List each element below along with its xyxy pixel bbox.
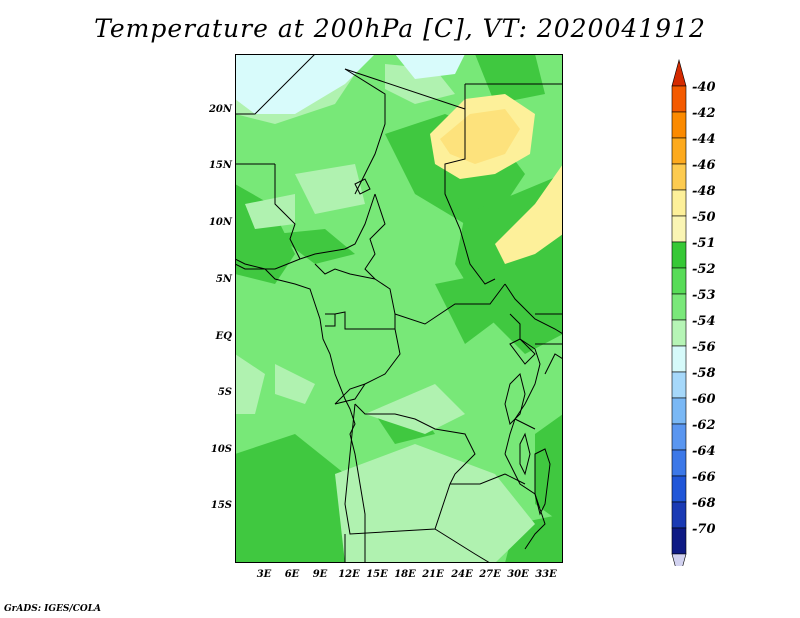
- colorbar-label: -56: [692, 340, 716, 355]
- colorbar-segment: [671, 371, 687, 399]
- colorbar-label: -53: [692, 288, 716, 303]
- colorbar-label: -60: [692, 392, 716, 407]
- colorbar-segment: [671, 189, 687, 217]
- lon-label: 21E: [422, 569, 444, 580]
- colorbar-label: -70: [692, 522, 716, 537]
- colorbar-segment: [671, 215, 687, 243]
- colorbar-segment: [671, 85, 687, 113]
- colorbar-label: -51: [692, 236, 716, 251]
- lat-label: EQ: [215, 331, 232, 342]
- colorbar-label: -68: [692, 496, 716, 511]
- map-graphic: [235, 54, 563, 563]
- lat-label: 5S: [217, 387, 232, 398]
- lon-label: 12E: [338, 569, 360, 580]
- colorbar-label: -64: [692, 444, 716, 459]
- lon-label: 24E: [451, 569, 473, 580]
- colorbar-segment: [671, 241, 687, 269]
- lon-label: 15E: [366, 569, 388, 580]
- colorbar-label: -58: [692, 366, 716, 381]
- lon-label: 33E: [535, 569, 557, 580]
- colorbar-label: -42: [692, 106, 716, 121]
- lat-label: 15S: [210, 500, 232, 511]
- lon-label: 9E: [312, 569, 328, 580]
- temperature-map: [235, 54, 563, 563]
- colorbar-segment: [671, 423, 687, 451]
- colorbar-segment: [671, 293, 687, 321]
- lat-label: 10S: [210, 444, 232, 455]
- colorbar-label: -54: [692, 314, 716, 329]
- colorbar-segment: [671, 319, 687, 347]
- colorbar-bottom-arrow: [671, 553, 687, 566]
- colorbar-label: -48: [692, 184, 716, 199]
- colorbar-label: -44: [692, 132, 716, 147]
- lon-label: 6E: [284, 569, 300, 580]
- colorbar-top-arrow: [671, 58, 687, 87]
- lon-label: 30E: [507, 569, 529, 580]
- colorbar-segment: [671, 397, 687, 425]
- colorbar-segment: [671, 449, 687, 477]
- colorbar-segment: [671, 267, 687, 295]
- colorbar-segment: [671, 475, 687, 503]
- lon-label: 18E: [394, 569, 416, 580]
- chart-title: Temperature at 200hPa [C], VT: 202004191…: [94, 14, 706, 43]
- colorbar-segment: [671, 527, 687, 555]
- lon-label: 27E: [479, 569, 501, 580]
- colorbar-segment: [671, 111, 687, 139]
- colorbar-label: -52: [692, 262, 716, 277]
- colorbar-label: -50: [692, 210, 716, 225]
- colorbar-label: -46: [692, 158, 716, 173]
- colorbar: [671, 58, 687, 566]
- credit-text: GrADS: IGES/COLA: [4, 604, 102, 614]
- lat-label: 5N: [215, 274, 232, 285]
- lat-label: 15N: [208, 160, 232, 171]
- colorbar-label: -62: [692, 418, 716, 433]
- colorbar-segment: [671, 163, 687, 191]
- colorbar-label: -66: [692, 470, 716, 485]
- lat-label: 10N: [208, 217, 232, 228]
- colorbar-segment: [671, 345, 687, 373]
- lon-label: 3E: [256, 569, 272, 580]
- colorbar-segment: [671, 137, 687, 165]
- colorbar-segment: [671, 501, 687, 529]
- lat-label: 20N: [208, 104, 232, 115]
- colorbar-label: -40: [692, 80, 716, 95]
